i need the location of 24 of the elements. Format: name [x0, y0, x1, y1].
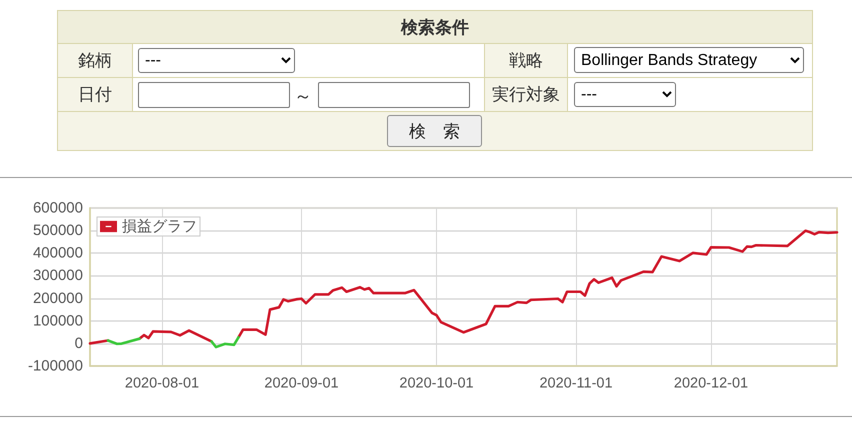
- text: 検索条件: [401, 16, 469, 38]
- y-tick-label: 200000: [32, 290, 83, 307]
- y-tick-label: 100000: [32, 312, 83, 330]
- x-tick-label: 2020-10-01: [399, 376, 474, 392]
- button: 検 索: [387, 115, 482, 147]
- x-tick-label: 2020-12-01: [674, 376, 748, 392]
- text: ～: [294, 85, 312, 108]
- text: 戦略: [509, 50, 543, 72]
- text: 日付: [78, 84, 112, 106]
- y-tick-label: 0: [74, 334, 83, 352]
- x-tick-label: 2020-11-01: [539, 376, 613, 392]
- x-tick-label: 2020-09-01: [264, 376, 339, 392]
- dropdown: Bollinger Bands Strategy: [574, 47, 804, 73]
- y-tick-label: 500000: [32, 222, 83, 240]
- y-tick-label: 600000: [32, 200, 83, 216]
- y-tick-label: 300000: [32, 267, 83, 284]
- legend-label: 損益グラフ: [122, 218, 197, 235]
- text: 実行対象: [492, 84, 560, 106]
- text: 銘柄: [78, 50, 112, 72]
- dropdown: ---: [574, 82, 676, 107]
- x-tick-label: 2020-08-01: [124, 376, 200, 392]
- y-tick-label: 400000: [32, 244, 83, 262]
- y-tick-label: -100000: [28, 358, 83, 374]
- dropdown: ---: [138, 48, 295, 73]
